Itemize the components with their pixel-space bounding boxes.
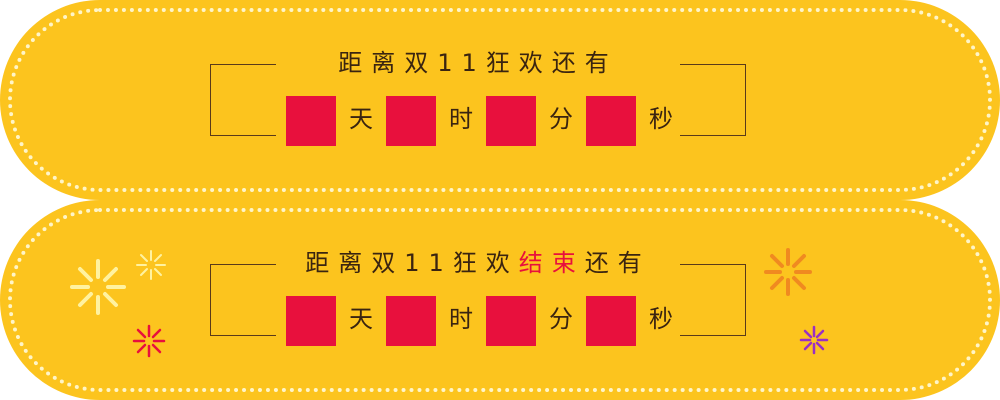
minutes-box [486,296,536,346]
countdown-headline: 距离双11狂欢还有 [280,50,676,76]
firework-icon [132,324,166,358]
dotted-border [8,208,992,392]
seconds-box [586,96,636,146]
countdown-banner-start: 距离双11狂欢还有 天 时 分 秒 [0,0,1000,200]
hours-unit: 时 [449,105,473,133]
days-box [286,96,336,146]
days-unit: 天 [349,105,373,133]
countdown-row: 天 时 分 秒 [286,296,676,346]
days-box [286,296,336,346]
countdown-frame: 距离双11狂欢还有 天 时 分 秒 [210,50,746,146]
headline-text: 距离双11狂欢还有 [338,49,618,77]
firework-icon [136,250,166,280]
countdown-headline: 距离双11狂欢结束还有 [280,250,676,276]
headline-suffix: 还有 [584,249,651,277]
bracket-left [210,264,276,336]
minutes-unit: 分 [549,105,573,133]
firework-icon [799,325,829,355]
countdown-frame: 距离双11狂欢结束还有 天 时 分 秒 [210,250,746,346]
countdown-row: 天 时 分 秒 [286,96,676,146]
bracket-right [680,64,746,136]
minutes-unit: 分 [549,305,573,333]
hours-box [386,296,436,346]
seconds-unit: 秒 [649,105,673,133]
hours-unit: 时 [449,305,473,333]
bracket-right [680,264,746,336]
firework-icon [70,259,126,315]
days-unit: 天 [349,305,373,333]
seconds-unit: 秒 [649,305,673,333]
minutes-box [486,96,536,146]
headline-prefix: 距离双11狂欢 [305,249,519,277]
bracket-left [210,64,276,136]
dotted-border [8,8,992,192]
seconds-box [586,296,636,346]
hours-box [386,96,436,146]
headline-highlight: 结束 [518,249,585,277]
firework-icon [764,248,812,296]
countdown-banner-end: 距离双11狂欢结束还有 天 时 分 秒 [0,200,1000,400]
